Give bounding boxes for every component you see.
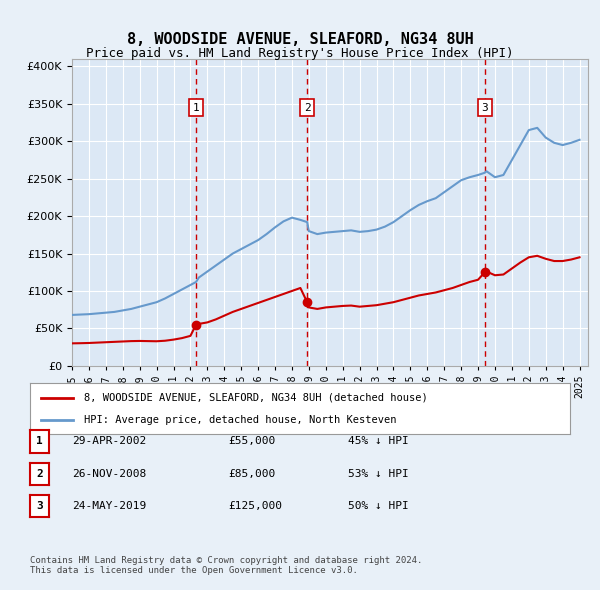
Text: 2: 2 xyxy=(36,469,43,478)
Text: £55,000: £55,000 xyxy=(228,437,275,446)
Text: 24-MAY-2019: 24-MAY-2019 xyxy=(72,502,146,511)
Text: 29-APR-2002: 29-APR-2002 xyxy=(72,437,146,446)
Text: 1: 1 xyxy=(193,103,199,113)
Text: 8, WOODSIDE AVENUE, SLEAFORD, NG34 8UH (detached house): 8, WOODSIDE AVENUE, SLEAFORD, NG34 8UH (… xyxy=(84,392,428,402)
Text: £125,000: £125,000 xyxy=(228,502,282,511)
Text: 50% ↓ HPI: 50% ↓ HPI xyxy=(348,502,409,511)
Text: 3: 3 xyxy=(481,103,488,113)
Text: 45% ↓ HPI: 45% ↓ HPI xyxy=(348,437,409,446)
Text: 2: 2 xyxy=(304,103,311,113)
Text: 1: 1 xyxy=(36,437,43,446)
Text: 26-NOV-2008: 26-NOV-2008 xyxy=(72,469,146,478)
Text: 3: 3 xyxy=(36,502,43,511)
Text: HPI: Average price, detached house, North Kesteven: HPI: Average price, detached house, Nort… xyxy=(84,415,397,425)
Text: Price paid vs. HM Land Registry's House Price Index (HPI): Price paid vs. HM Land Registry's House … xyxy=(86,47,514,60)
Text: 8, WOODSIDE AVENUE, SLEAFORD, NG34 8UH: 8, WOODSIDE AVENUE, SLEAFORD, NG34 8UH xyxy=(127,32,473,47)
Text: £85,000: £85,000 xyxy=(228,469,275,478)
Text: Contains HM Land Registry data © Crown copyright and database right 2024.
This d: Contains HM Land Registry data © Crown c… xyxy=(30,556,422,575)
Text: 53% ↓ HPI: 53% ↓ HPI xyxy=(348,469,409,478)
